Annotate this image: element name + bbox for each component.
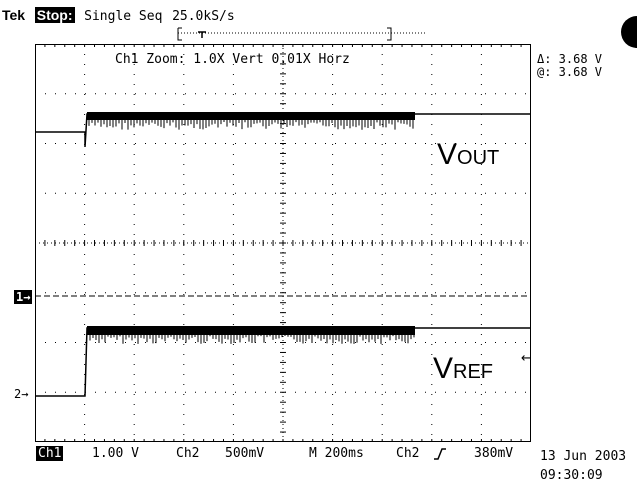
status-header: Tek Stop: Single Seq 25.0kS/s — [2, 5, 235, 24]
trigger-level-arrow-icon: ← — [521, 351, 531, 366]
rising-edge-icon — [433, 447, 447, 461]
record-position-indicator — [170, 24, 430, 44]
run-state-badge: Stop: — [35, 7, 75, 23]
sample-rate: 25.0kS/s — [172, 9, 235, 24]
acquisition-mode: Single Seq — [84, 9, 162, 24]
ch2-scale: 500mV — [225, 446, 264, 461]
clock-readout: 09:30:09 — [540, 468, 603, 483]
vout-label: VOUT — [437, 138, 499, 171]
cursor-at-readout: @: 3.68 V — [537, 65, 602, 79]
zoom-info: Ch1 Zoom: 1.0X Vert 0.01X Horz — [115, 52, 350, 67]
ch1-marker: 1→ — [14, 290, 32, 304]
ch2-marker: 2→ — [14, 387, 28, 401]
ch2-label: Ch2 — [176, 446, 199, 461]
cursor-delta-readout: Δ: 3.68 V — [537, 52, 602, 66]
ch1-badge-label: Ch1 — [36, 446, 63, 461]
trigger-source: Ch2 — [396, 446, 419, 461]
vref-label: VREF — [433, 352, 493, 385]
ch1-badge: Ch1 — [36, 446, 63, 461]
trigger-status-icon — [613, 14, 637, 50]
date-readout: 13 Jun 2003 — [540, 449, 626, 464]
trigger-level: 380mV — [474, 446, 513, 461]
ch1-scale: 1.00 V — [92, 446, 139, 461]
time-scale: M 200ms — [309, 446, 364, 461]
waveform-display: VOUT VREF ← — [35, 44, 531, 442]
brand-label: Tek — [2, 7, 25, 23]
